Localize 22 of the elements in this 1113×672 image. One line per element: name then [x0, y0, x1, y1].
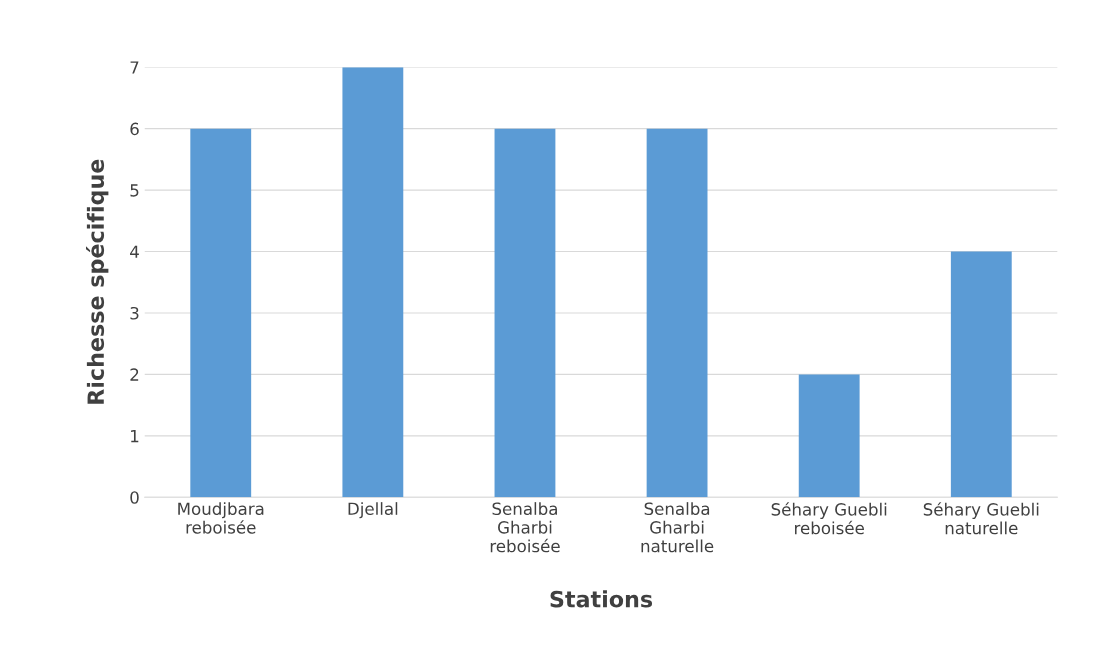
bar [494, 128, 556, 498]
y-tick-label: 3 [130, 306, 139, 320]
bar [950, 251, 1012, 498]
y-axis-title: Richesse spécifique [86, 159, 109, 404]
x-tick-label: Senalba Gharbi naturelle [641, 502, 714, 553]
y-tick-label: 0 [130, 491, 139, 504]
bar [798, 374, 860, 498]
bar [342, 67, 404, 498]
y-tick-label: 7 [130, 61, 139, 74]
x-tick-label: Moudjbara reboisée [178, 502, 264, 534]
x-tick-label: Séhary Guebli reboisée [771, 502, 887, 535]
y-tick-label: 6 [130, 122, 139, 136]
y-tick-label: 1 [131, 430, 139, 443]
x-tick-label: Djellal [348, 502, 398, 519]
bar [190, 128, 252, 498]
y-tick-label: 2 [130, 368, 139, 381]
y-tick-label: 5 [130, 184, 139, 197]
y-tick-label: 4 [130, 245, 139, 258]
x-tick-label: Senalba Gharbi reboisée [490, 502, 560, 553]
x-axis-title: Stations [550, 590, 653, 608]
x-tick-label: Séhary Guebli naturelle [923, 502, 1039, 535]
bar [646, 128, 708, 498]
